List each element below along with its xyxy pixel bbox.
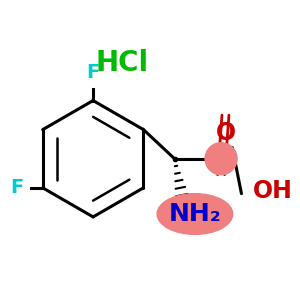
Text: O: O: [215, 121, 236, 145]
Text: F: F: [86, 63, 100, 82]
Ellipse shape: [157, 194, 233, 234]
Text: OH: OH: [253, 179, 293, 203]
Text: NH₂: NH₂: [169, 202, 221, 226]
Circle shape: [205, 143, 237, 175]
Text: HCl: HCl: [96, 49, 149, 77]
Text: F: F: [11, 178, 24, 197]
